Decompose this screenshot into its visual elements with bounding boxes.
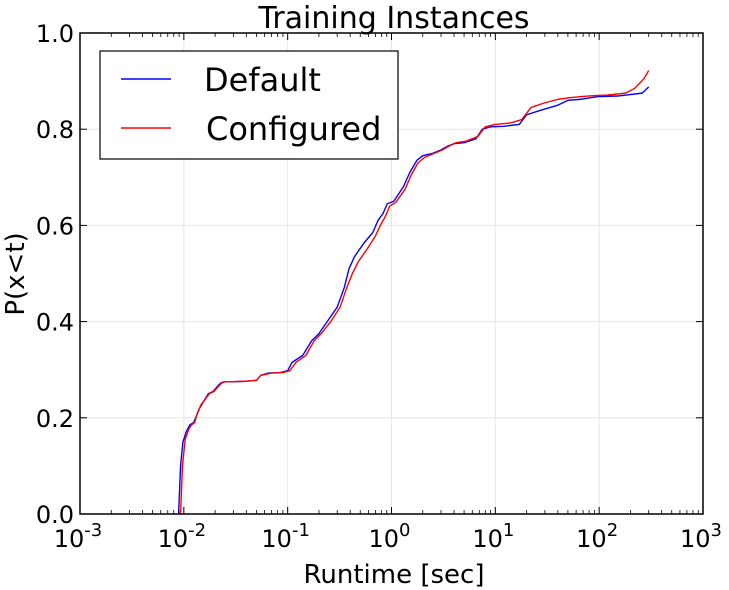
x-tick-exponent: 1 bbox=[503, 520, 514, 541]
x-tick-label: 101 bbox=[472, 520, 514, 553]
x-tick-base: 10 bbox=[369, 525, 400, 553]
y-tick-label: 0.0 bbox=[36, 501, 74, 529]
y-axis-label: P(x<t) bbox=[1, 232, 31, 315]
y-tick-label: 0.2 bbox=[36, 405, 74, 433]
legend-label-default: Default bbox=[204, 61, 321, 99]
chart-title: Training Instances bbox=[257, 1, 529, 36]
x-tick-labels: 10-3 10-2 10-1 100 101 102 103 bbox=[54, 520, 722, 553]
y-tick-labels: 0.0 0.2 0.4 0.6 0.8 1.0 bbox=[36, 20, 74, 529]
x-tick-label: 102 bbox=[576, 520, 618, 553]
x-axis-label: Runtime [sec] bbox=[304, 560, 485, 590]
x-tick-base: 10 bbox=[680, 525, 711, 553]
x-tick-label: 10-1 bbox=[261, 520, 310, 553]
axis-ticks bbox=[79, 32, 704, 515]
x-tick-label: 10-2 bbox=[158, 520, 207, 553]
series-lines bbox=[177, 70, 650, 515]
x-tick-exponent: 0 bbox=[399, 520, 410, 541]
x-tick-label: 103 bbox=[680, 520, 722, 553]
y-tick-label: 0.6 bbox=[36, 212, 74, 240]
legend-box bbox=[99, 50, 399, 160]
x-tick-exponent: 3 bbox=[711, 520, 722, 541]
x-tick-exponent: -1 bbox=[292, 520, 310, 541]
x-tick-exponent: -3 bbox=[84, 520, 102, 541]
x-tick-base: 10 bbox=[158, 525, 189, 553]
x-tick-base: 10 bbox=[54, 525, 85, 553]
y-tick-label: 0.8 bbox=[36, 116, 74, 144]
series-line-configured bbox=[179, 70, 650, 515]
x-tick-label: 10-3 bbox=[54, 520, 103, 553]
x-tick-label: 100 bbox=[369, 520, 411, 553]
x-tick-base: 10 bbox=[576, 525, 607, 553]
y-tick-label: 1.0 bbox=[36, 20, 74, 48]
x-tick-exponent: -2 bbox=[188, 520, 206, 541]
x-tick-base: 10 bbox=[472, 525, 503, 553]
legend: Default Configured bbox=[99, 50, 399, 160]
legend-label-configured: Configured bbox=[206, 110, 381, 148]
y-tick-label: 0.4 bbox=[36, 309, 74, 337]
x-tick-base: 10 bbox=[261, 525, 292, 553]
x-tick-exponent: 2 bbox=[607, 520, 618, 541]
